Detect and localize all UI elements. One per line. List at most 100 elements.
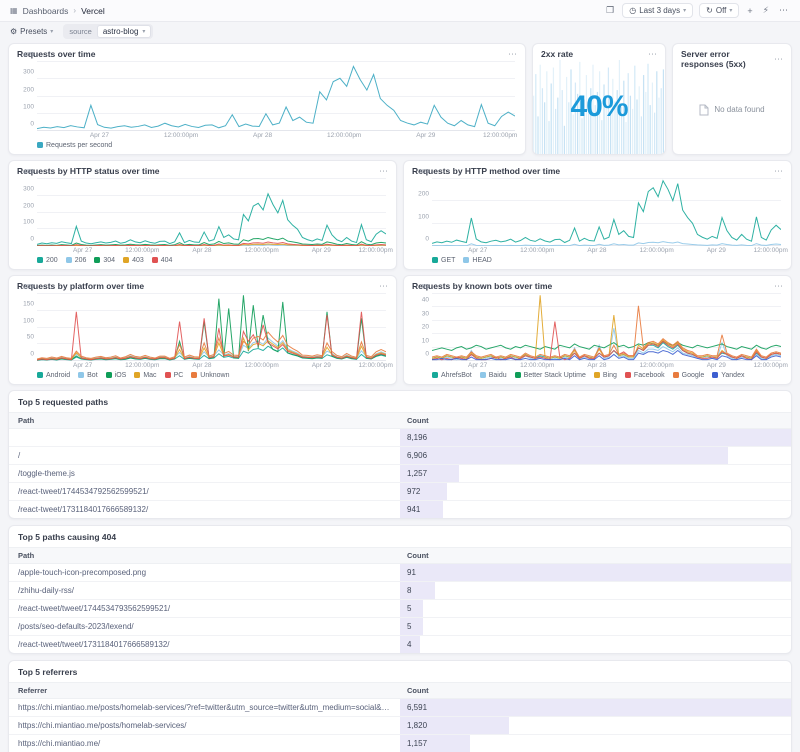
legend-item[interactable]: 403 xyxy=(123,257,144,264)
y-axis-label: 100 xyxy=(23,218,34,226)
gridline xyxy=(432,360,781,361)
x-axis: Apr 27 12:00:00pm Apr 28 12:00:00pm Apr 29 12… xyxy=(432,361,788,370)
panel-platform: Requests by platform over time ⋯ 0 50 100 1… xyxy=(8,275,397,385)
table-row[interactable]: /react-tweet/tweet/1731184017666589132/4 xyxy=(9,636,791,653)
table-row[interactable]: /apple-touch-icon-precomposed.png 91 xyxy=(9,564,791,582)
filter-bar: ⚙ Presets ▾ source astro-blog ▾ xyxy=(0,22,800,40)
presets-button[interactable]: ⚙ Presets ▾ xyxy=(10,27,53,36)
panel-menu-icon[interactable]: ⋯ xyxy=(379,280,388,291)
legend-item[interactable]: Facebook xyxy=(624,372,665,379)
legend-item[interactable]: Better Stack Uptime xyxy=(514,372,586,379)
column-header-referrer[interactable]: Referrer xyxy=(18,686,48,695)
table-row[interactable]: /react-tweet/tweet/1744534793562599521/5 xyxy=(9,600,791,618)
column-header-path[interactable]: Path xyxy=(18,416,35,425)
count-cell: 6,906 xyxy=(400,447,791,464)
source-filter-chip[interactable]: source astro-blog ▾ xyxy=(63,23,154,39)
legend-item[interactable]: 404 xyxy=(151,257,172,264)
count-value: 6,591 xyxy=(407,703,428,712)
legend-item[interactable]: 304 xyxy=(94,257,115,264)
count-bar xyxy=(400,717,510,734)
x-axis-label: 12:00:00pm xyxy=(520,247,555,254)
legend-item[interactable]: Android xyxy=(37,372,70,379)
zap-icon[interactable]: ⚡ xyxy=(762,5,769,15)
chart-canvas[interactable] xyxy=(432,294,781,361)
x-axis-label: 12:00:00pm xyxy=(125,247,160,254)
legend-item[interactable]: AhrefsBot xyxy=(432,372,472,379)
legend-item[interactable]: 206 xyxy=(65,256,87,264)
layout-icon[interactable]: ❐ xyxy=(606,5,615,15)
legend-swatch-icon xyxy=(712,372,719,378)
legend-item[interactable]: Yandex xyxy=(712,372,744,379)
add-panel-button[interactable]: + xyxy=(747,5,753,16)
chevron-right-icon: › xyxy=(73,6,77,15)
y-axis-label: 0 xyxy=(30,235,34,243)
gridline xyxy=(432,333,781,335)
panel-menu-icon[interactable]: ⋯ xyxy=(648,48,657,59)
table-body: https://chi.miantiao.me/posts/homelab-se… xyxy=(9,699,791,752)
legend-label: 206 xyxy=(74,256,87,264)
column-header-path[interactable]: Path xyxy=(18,551,35,560)
legend-item[interactable]: Unknown xyxy=(191,372,229,379)
chart-canvas[interactable] xyxy=(37,179,386,246)
legend-swatch-icon xyxy=(65,257,72,263)
legend-label: iOS xyxy=(114,371,127,379)
count-value: 4 xyxy=(407,640,412,649)
time-range-button[interactable]: ◷ Last 3 days ▾ xyxy=(622,3,694,18)
legend-item[interactable]: 200 xyxy=(37,257,58,264)
more-menu-button[interactable]: ⋯ xyxy=(779,5,788,15)
refresh-interval-button[interactable]: ↻ Off ▾ xyxy=(699,3,740,18)
breadcrumb-dashboards[interactable]: Dashboards xyxy=(22,5,69,16)
panel-menu-icon[interactable]: ⋯ xyxy=(774,280,783,291)
panel-menu-icon[interactable]: ⋯ xyxy=(508,48,517,59)
legend-item[interactable]: Google xyxy=(672,372,704,379)
chart-plot-area[interactable]: 0 50 100 150 200 xyxy=(17,284,388,361)
table-row[interactable]: 8,196 xyxy=(9,429,791,447)
legend-item[interactable]: HEAD xyxy=(463,257,492,264)
legend-item[interactable]: GET xyxy=(432,257,455,264)
table-row[interactable]: /react-tweet/1744534792562599521/972 xyxy=(9,483,791,501)
chart-canvas[interactable] xyxy=(37,294,386,361)
table-row[interactable]: /posts/seo-defaults-2023/lexend/5 xyxy=(9,618,791,636)
chart-plot-area[interactable]: 0 100 200 300 400 xyxy=(17,169,388,246)
chart-canvas[interactable] xyxy=(37,62,515,131)
panel-menu-icon[interactable]: ⋯ xyxy=(379,165,388,176)
table-row[interactable]: /zhihu-daily-rss/8 xyxy=(9,582,791,600)
chart-canvas[interactable] xyxy=(432,179,781,246)
path-cell xyxy=(9,429,400,446)
path-cell: /react-tweet/tweet/1731184017666589132/ xyxy=(18,640,170,649)
legend-item[interactable]: Bing xyxy=(593,372,617,379)
count-bar xyxy=(400,465,459,482)
table-row[interactable]: /toggle-theme.js 1,257 xyxy=(9,465,791,483)
legend-label: GET xyxy=(441,256,456,264)
source-filter-value[interactable]: astro-blog ▾ xyxy=(96,24,152,38)
legend-label: Android xyxy=(46,371,71,379)
panel-title: Requests by known bots over time xyxy=(412,281,553,291)
legend-item[interactable]: Baidu xyxy=(479,372,507,379)
gridline xyxy=(37,95,515,97)
count-value: 941 xyxy=(407,505,421,514)
chart-plot-area[interactable]: 0 100 200 300 xyxy=(412,169,783,246)
panel-menu-icon[interactable]: ⋯ xyxy=(774,165,783,176)
column-header-count[interactable]: Count xyxy=(407,551,429,560)
count-cell: 6,591 xyxy=(400,699,791,716)
legend-item[interactable]: Bot xyxy=(78,372,98,379)
legend-item[interactable]: PC xyxy=(164,372,183,379)
panel-http-method: Requests by HTTP method over time ⋯ 0 100… xyxy=(403,160,792,270)
table-row[interactable]: https://chi.miantiao.me/1,157 xyxy=(9,735,791,752)
column-header-count[interactable]: Count xyxy=(407,416,429,425)
legend-item[interactable]: Requests per second xyxy=(37,142,112,149)
table-row[interactable]: https://chi.miantiao.me/posts/homelab-se… xyxy=(9,699,791,717)
column-header-count[interactable]: Count xyxy=(407,686,429,695)
chart-plot-area[interactable]: 0 100 200 300 400 xyxy=(17,52,517,131)
panel-menu-icon[interactable]: ⋯ xyxy=(774,53,783,64)
table-row[interactable]: https://chi.miantiao.me/posts/homelab-se… xyxy=(9,717,791,735)
legend-label: Requests per second xyxy=(46,141,113,149)
legend-swatch-icon xyxy=(134,372,141,378)
table-row[interactable]: / 6,906 xyxy=(9,447,791,465)
table-row[interactable]: /react-tweet/1731184017666589132/941 xyxy=(9,501,791,518)
legend-item[interactable]: Mac xyxy=(134,372,157,379)
legend-item[interactable]: iOS xyxy=(105,371,127,379)
refresh-icon: ↻ xyxy=(706,6,713,15)
gridline xyxy=(37,61,515,62)
chart-plot-area[interactable]: 0 10 20 30 40 50 xyxy=(412,284,783,361)
